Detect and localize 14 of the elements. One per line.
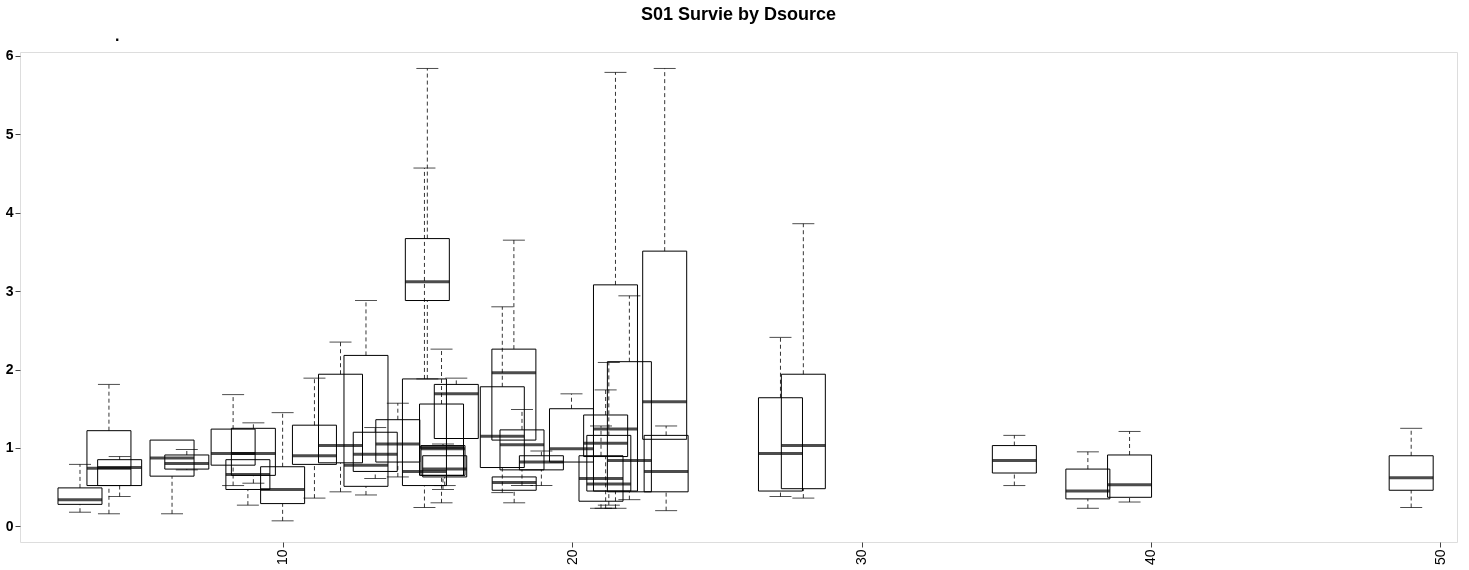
x-tick-label: 30 xyxy=(853,549,870,566)
chart-title: S01 Survie by Dsource xyxy=(640,4,837,24)
y-tick-label: 6 xyxy=(5,47,14,64)
y-tick-label: 5 xyxy=(5,125,14,142)
x-tick-label: 10 xyxy=(274,549,291,566)
y-tick-label: 3 xyxy=(5,282,14,299)
text: . xyxy=(115,27,120,44)
x-tick-label: 50 xyxy=(1431,549,1448,566)
y-tick-label: 2 xyxy=(5,361,14,378)
x-tick-label: 20 xyxy=(563,549,580,566)
y-tick-label: 0 xyxy=(5,517,14,534)
y-tick-label: 1 xyxy=(5,439,14,456)
x-tick-label: 40 xyxy=(1142,549,1159,566)
y-tick-label: 4 xyxy=(5,204,14,221)
